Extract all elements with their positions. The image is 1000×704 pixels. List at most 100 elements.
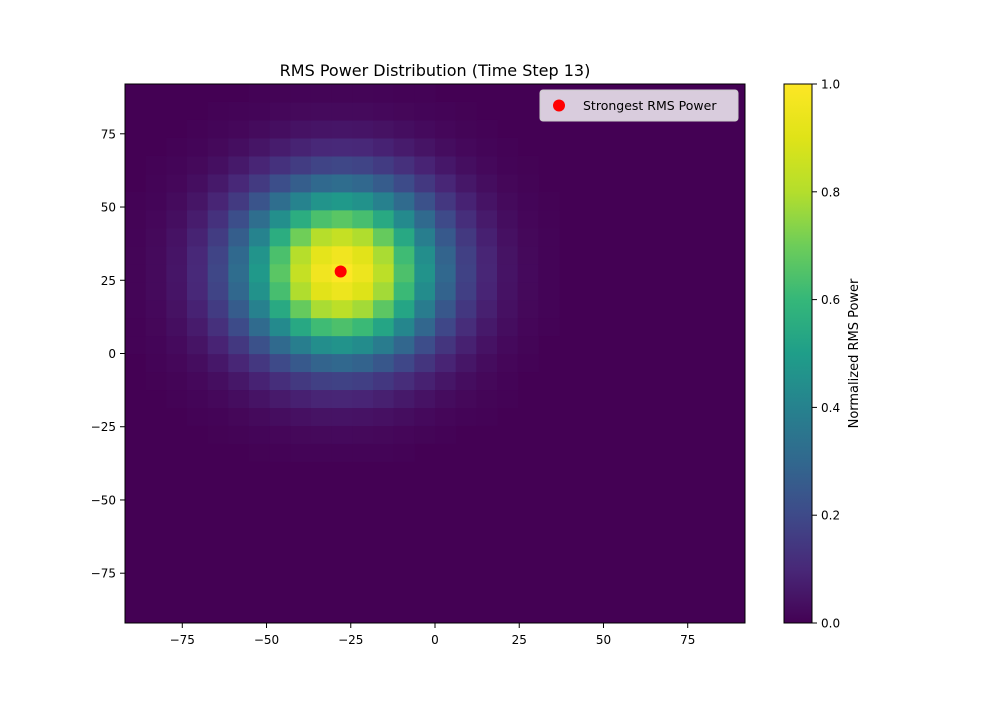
heatmap-cell <box>393 84 415 103</box>
heatmap-cell <box>228 317 250 337</box>
heatmap-cell <box>331 443 353 462</box>
heatmap-cell <box>331 299 353 319</box>
heatmap-cell <box>393 245 415 265</box>
heatmap-cell <box>207 317 229 337</box>
heatmap-cell <box>476 335 498 355</box>
y-axis-ticks: −75 −50 −25 0 25 50 75 <box>91 127 125 581</box>
heatmap-cell <box>455 137 477 157</box>
heatmap-cell <box>497 299 519 319</box>
heatmap-cell <box>249 425 271 444</box>
heatmap-cell <box>414 245 436 265</box>
heatmap-cell <box>373 335 395 355</box>
heatmap-cell <box>414 389 436 408</box>
heatmap-cell <box>187 317 209 337</box>
heatmap-cell <box>517 317 539 337</box>
heatmap-cell <box>414 299 436 319</box>
heatmap-cell <box>228 245 250 265</box>
heatmap-cell <box>331 209 353 229</box>
heatmap-cell <box>331 101 353 121</box>
heatmap-cell <box>228 263 250 283</box>
x-tick-label: −25 <box>338 633 363 647</box>
heatmap-cell <box>373 317 395 337</box>
heatmap-cell <box>311 353 333 373</box>
y-tick-label: 50 <box>101 201 116 215</box>
y-tick-label: −75 <box>91 567 116 581</box>
heatmap-cell <box>125 281 147 301</box>
heatmap-cell <box>125 335 147 355</box>
heatmap-cell <box>435 389 457 408</box>
heatmap-cell <box>352 335 374 355</box>
heatmap-cell <box>228 155 250 175</box>
heatmap-cell <box>497 173 519 193</box>
heatmap-cell <box>187 119 209 139</box>
heatmap-cell <box>187 137 209 157</box>
heatmap-cell <box>414 191 436 211</box>
heatmap-cell <box>414 263 436 283</box>
heatmap-cell <box>476 119 498 139</box>
heatmap-cell <box>269 101 291 121</box>
heatmap-cell <box>269 281 291 301</box>
heatmap-cell <box>269 173 291 193</box>
heatmap-cell <box>228 353 250 373</box>
heatmap-cell <box>290 443 312 462</box>
heatmap-cell <box>249 353 271 373</box>
heatmap-cell <box>269 227 291 247</box>
heatmap-cell <box>414 353 436 373</box>
heatmap-cell <box>455 389 477 408</box>
heatmap-cell <box>373 209 395 229</box>
heatmap-cell <box>455 281 477 301</box>
heatmap-cell <box>414 335 436 355</box>
heatmap-cell <box>373 371 395 391</box>
heatmap-cell <box>393 389 415 408</box>
heatmap-cell <box>311 335 333 355</box>
heatmap-cell <box>290 137 312 157</box>
heatmap-cell <box>207 101 229 121</box>
heatmap-cell <box>476 137 498 157</box>
y-tick-label: −50 <box>91 493 116 507</box>
colorbar-gradient <box>783 83 813 624</box>
heatmap-cell <box>455 245 477 265</box>
heatmap-cell <box>125 227 147 247</box>
heatmap-cell <box>435 191 457 211</box>
heatmap-cell <box>435 281 457 301</box>
heatmap-cell <box>373 119 395 139</box>
heatmap-cell <box>311 281 333 301</box>
heatmap-cell <box>311 371 333 391</box>
heatmap-cell <box>538 317 560 337</box>
heatmap-cell <box>187 227 209 247</box>
heatmap-cell <box>435 371 457 391</box>
heatmap-cell <box>269 137 291 157</box>
marker-layer <box>334 265 347 278</box>
heatmap-cell <box>290 335 312 355</box>
heatmap-cell <box>311 84 333 103</box>
heatmap-cell <box>414 155 436 175</box>
x-tick-label: 0 <box>431 633 439 647</box>
heatmap-cell <box>393 281 415 301</box>
heatmap-cell <box>517 263 539 283</box>
heatmap-cell <box>207 281 229 301</box>
heatmap-cell <box>455 407 477 426</box>
heatmap-cell <box>145 191 167 211</box>
strongest-power-marker <box>334 265 347 278</box>
heatmap-cell <box>249 155 271 175</box>
heatmap-cell <box>290 155 312 175</box>
heatmap-cell <box>311 299 333 319</box>
heatmap-cell <box>207 209 229 229</box>
heatmap-cell <box>166 389 188 408</box>
heatmap-cell <box>249 389 271 408</box>
heatmap-cell <box>249 137 271 157</box>
heatmap-cell <box>125 209 147 229</box>
heatmap-cell <box>373 389 395 408</box>
heatmap-cell <box>145 371 167 391</box>
heatmap-cell <box>187 407 209 426</box>
heatmap-cell <box>455 263 477 283</box>
heatmap-cell <box>393 407 415 426</box>
heatmap-cell <box>269 317 291 337</box>
x-tick-label: −75 <box>170 633 195 647</box>
heatmap-cell <box>497 353 519 373</box>
heatmap-cell <box>352 119 374 139</box>
heatmap-cell <box>352 443 374 462</box>
heatmap-cell <box>228 227 250 247</box>
heatmap-cell <box>269 245 291 265</box>
